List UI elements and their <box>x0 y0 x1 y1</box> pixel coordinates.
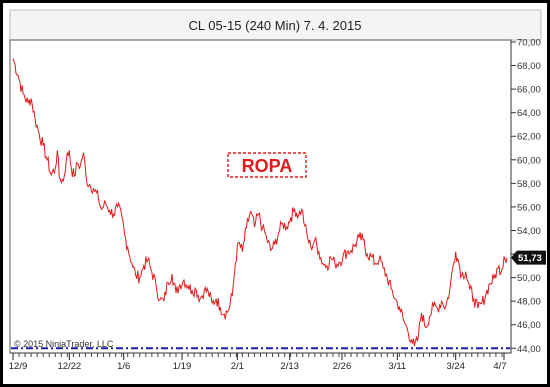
x-tick-label: 2/26 <box>333 361 352 372</box>
x-tick-label: 2/1 <box>231 361 244 372</box>
y-tick-label: 54,00 <box>517 226 541 237</box>
y-tick-label: 60,00 <box>517 155 541 166</box>
x-tick-label: 4/7 <box>493 361 506 372</box>
y-tick-label: 66,00 <box>517 85 541 96</box>
x-tick-label: 12/9 <box>9 361 28 372</box>
copyright-text: © 2015 NinjaTrader, LLC <box>14 339 114 349</box>
y-tick-label: 70,00 <box>517 38 541 49</box>
x-tick-label: 3/11 <box>388 361 406 372</box>
x-tick-label: 2/13 <box>280 361 299 372</box>
y-tick-label: 58,00 <box>517 179 541 190</box>
y-tick-label: 50,00 <box>517 273 541 284</box>
last-price-badge-shape <box>511 250 546 265</box>
annotation-label: ROPA <box>242 156 293 176</box>
y-tick-label: 64,00 <box>517 108 541 119</box>
y-tick-label: 62,00 <box>517 132 541 143</box>
last-price-label: 51,73 <box>518 253 542 264</box>
last-price-badge: 51,73 <box>511 250 546 265</box>
plot-area <box>9 39 512 354</box>
x-tick-label: 12/22 <box>57 361 81 372</box>
y-tick-label: 56,00 <box>517 202 541 213</box>
y-tick-label: 44,00 <box>517 344 541 355</box>
chart-title: CL 05-15 (240 Min) 7. 4. 2015 <box>189 18 362 33</box>
y-tick-label: 48,00 <box>517 297 541 308</box>
y-tick-label: 46,00 <box>517 320 541 331</box>
price-series-line <box>12 58 508 347</box>
annotation-box <box>227 152 307 178</box>
x-axis-ticks: 12/9 12/22 1/6 1/19 2/1 2/13 2/26 3/11 3/24 4/7 <box>9 353 507 372</box>
x-tick-label: 1/6 <box>117 361 130 372</box>
y-tick-label: 68,00 <box>517 61 541 72</box>
x-tick-label: 1/19 <box>173 361 192 372</box>
title-bar <box>9 9 542 41</box>
x-tick-label: 3/24 <box>446 361 465 372</box>
